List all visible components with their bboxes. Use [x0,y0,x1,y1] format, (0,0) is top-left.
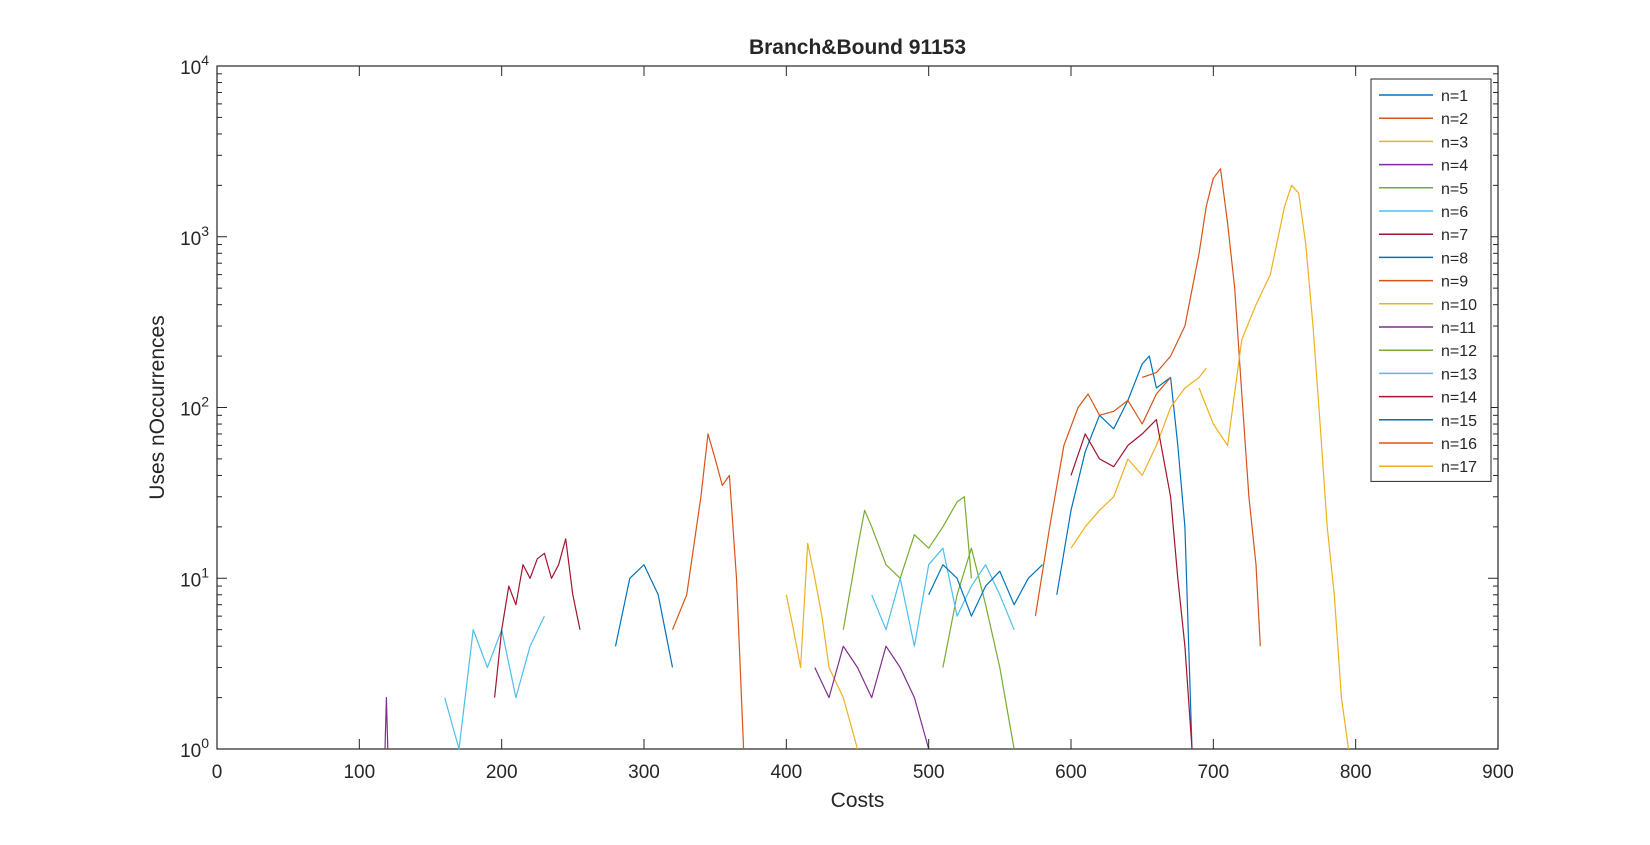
x-tick-label: 100 [343,762,375,783]
legend-item-label: n=5 [1441,181,1468,198]
x-tick-label: 900 [1482,762,1514,783]
legend-item-label: n=1 [1441,88,1468,105]
series-line-17 [1198,184,1350,750]
legend-item-label: n=2 [1441,111,1468,128]
chart-title: Branch&Bound 91153 [749,36,966,59]
legend-item-label: n=13 [1441,366,1477,383]
x-tick-label: 200 [486,762,518,783]
legend-item-label: n=6 [1441,204,1468,221]
series-line-16 [1142,168,1261,647]
ticks-layer: 0 100 200 300 400 500 600 700 800 900100101102103… [180,52,1514,783]
y-tick-label: 104 [180,52,209,79]
x-tick-label: 400 [770,762,802,783]
x-tick-label: 800 [1340,762,1372,783]
series-layer [384,168,1350,750]
legend-item-label: n=14 [1441,390,1477,407]
plot-area: 0 100 200 300 400 500 600 700 800 900100101102103… [180,52,1514,783]
series-line-3 [1070,367,1207,549]
series-line-1 [1056,355,1193,750]
x-tick-label: 300 [628,762,660,783]
series-line-6 [444,615,545,750]
axes-box [216,65,1499,750]
series-line-2 [1034,377,1172,617]
y-tick-label: 102 [180,394,209,421]
y-axis-label: Uses nOccurrences [146,315,169,499]
series-line-14 [494,538,581,698]
legend-item-label: n=11 [1441,320,1476,337]
x-tick-label: 700 [1197,762,1229,783]
series-line-10 [785,542,859,750]
legend-item-label: n=17 [1441,459,1477,476]
series-line-15 [928,564,1043,617]
series-line-9 [671,433,745,750]
series-line-4 [384,696,389,750]
y-tick-label: 103 [180,223,209,250]
series-line-12 [842,496,972,630]
legend-item-label: n=9 [1441,274,1468,291]
series-line-7 [1070,419,1193,750]
series-line-11 [814,645,930,750]
legend-item-label: n=10 [1441,297,1477,314]
legend-item-label: n=12 [1441,343,1477,360]
legend-item-label: n=4 [1441,158,1468,175]
series-line-8 [614,564,674,668]
series-line-13 [871,547,1015,647]
legend-item-label: n=15 [1441,413,1477,430]
y-tick-label: 101 [180,564,209,591]
x-tick-label: 0 [212,762,223,783]
legend-item-label: n=16 [1441,436,1477,453]
legend: n=1 n=2 n=3 n=4 n=5 n=6 n=7 n=8 n=9 n=10 n=11 n=12 n… [1370,78,1492,482]
legend-item-label: n=7 [1441,227,1468,244]
x-tick-label: 500 [913,762,945,783]
x-axis-label: Costs [831,789,885,812]
legend-item-label: n=3 [1441,134,1468,151]
y-tick-label: 100 [180,735,209,762]
legend-item-label: n=8 [1441,250,1468,267]
x-tick-label: 600 [1055,762,1087,783]
